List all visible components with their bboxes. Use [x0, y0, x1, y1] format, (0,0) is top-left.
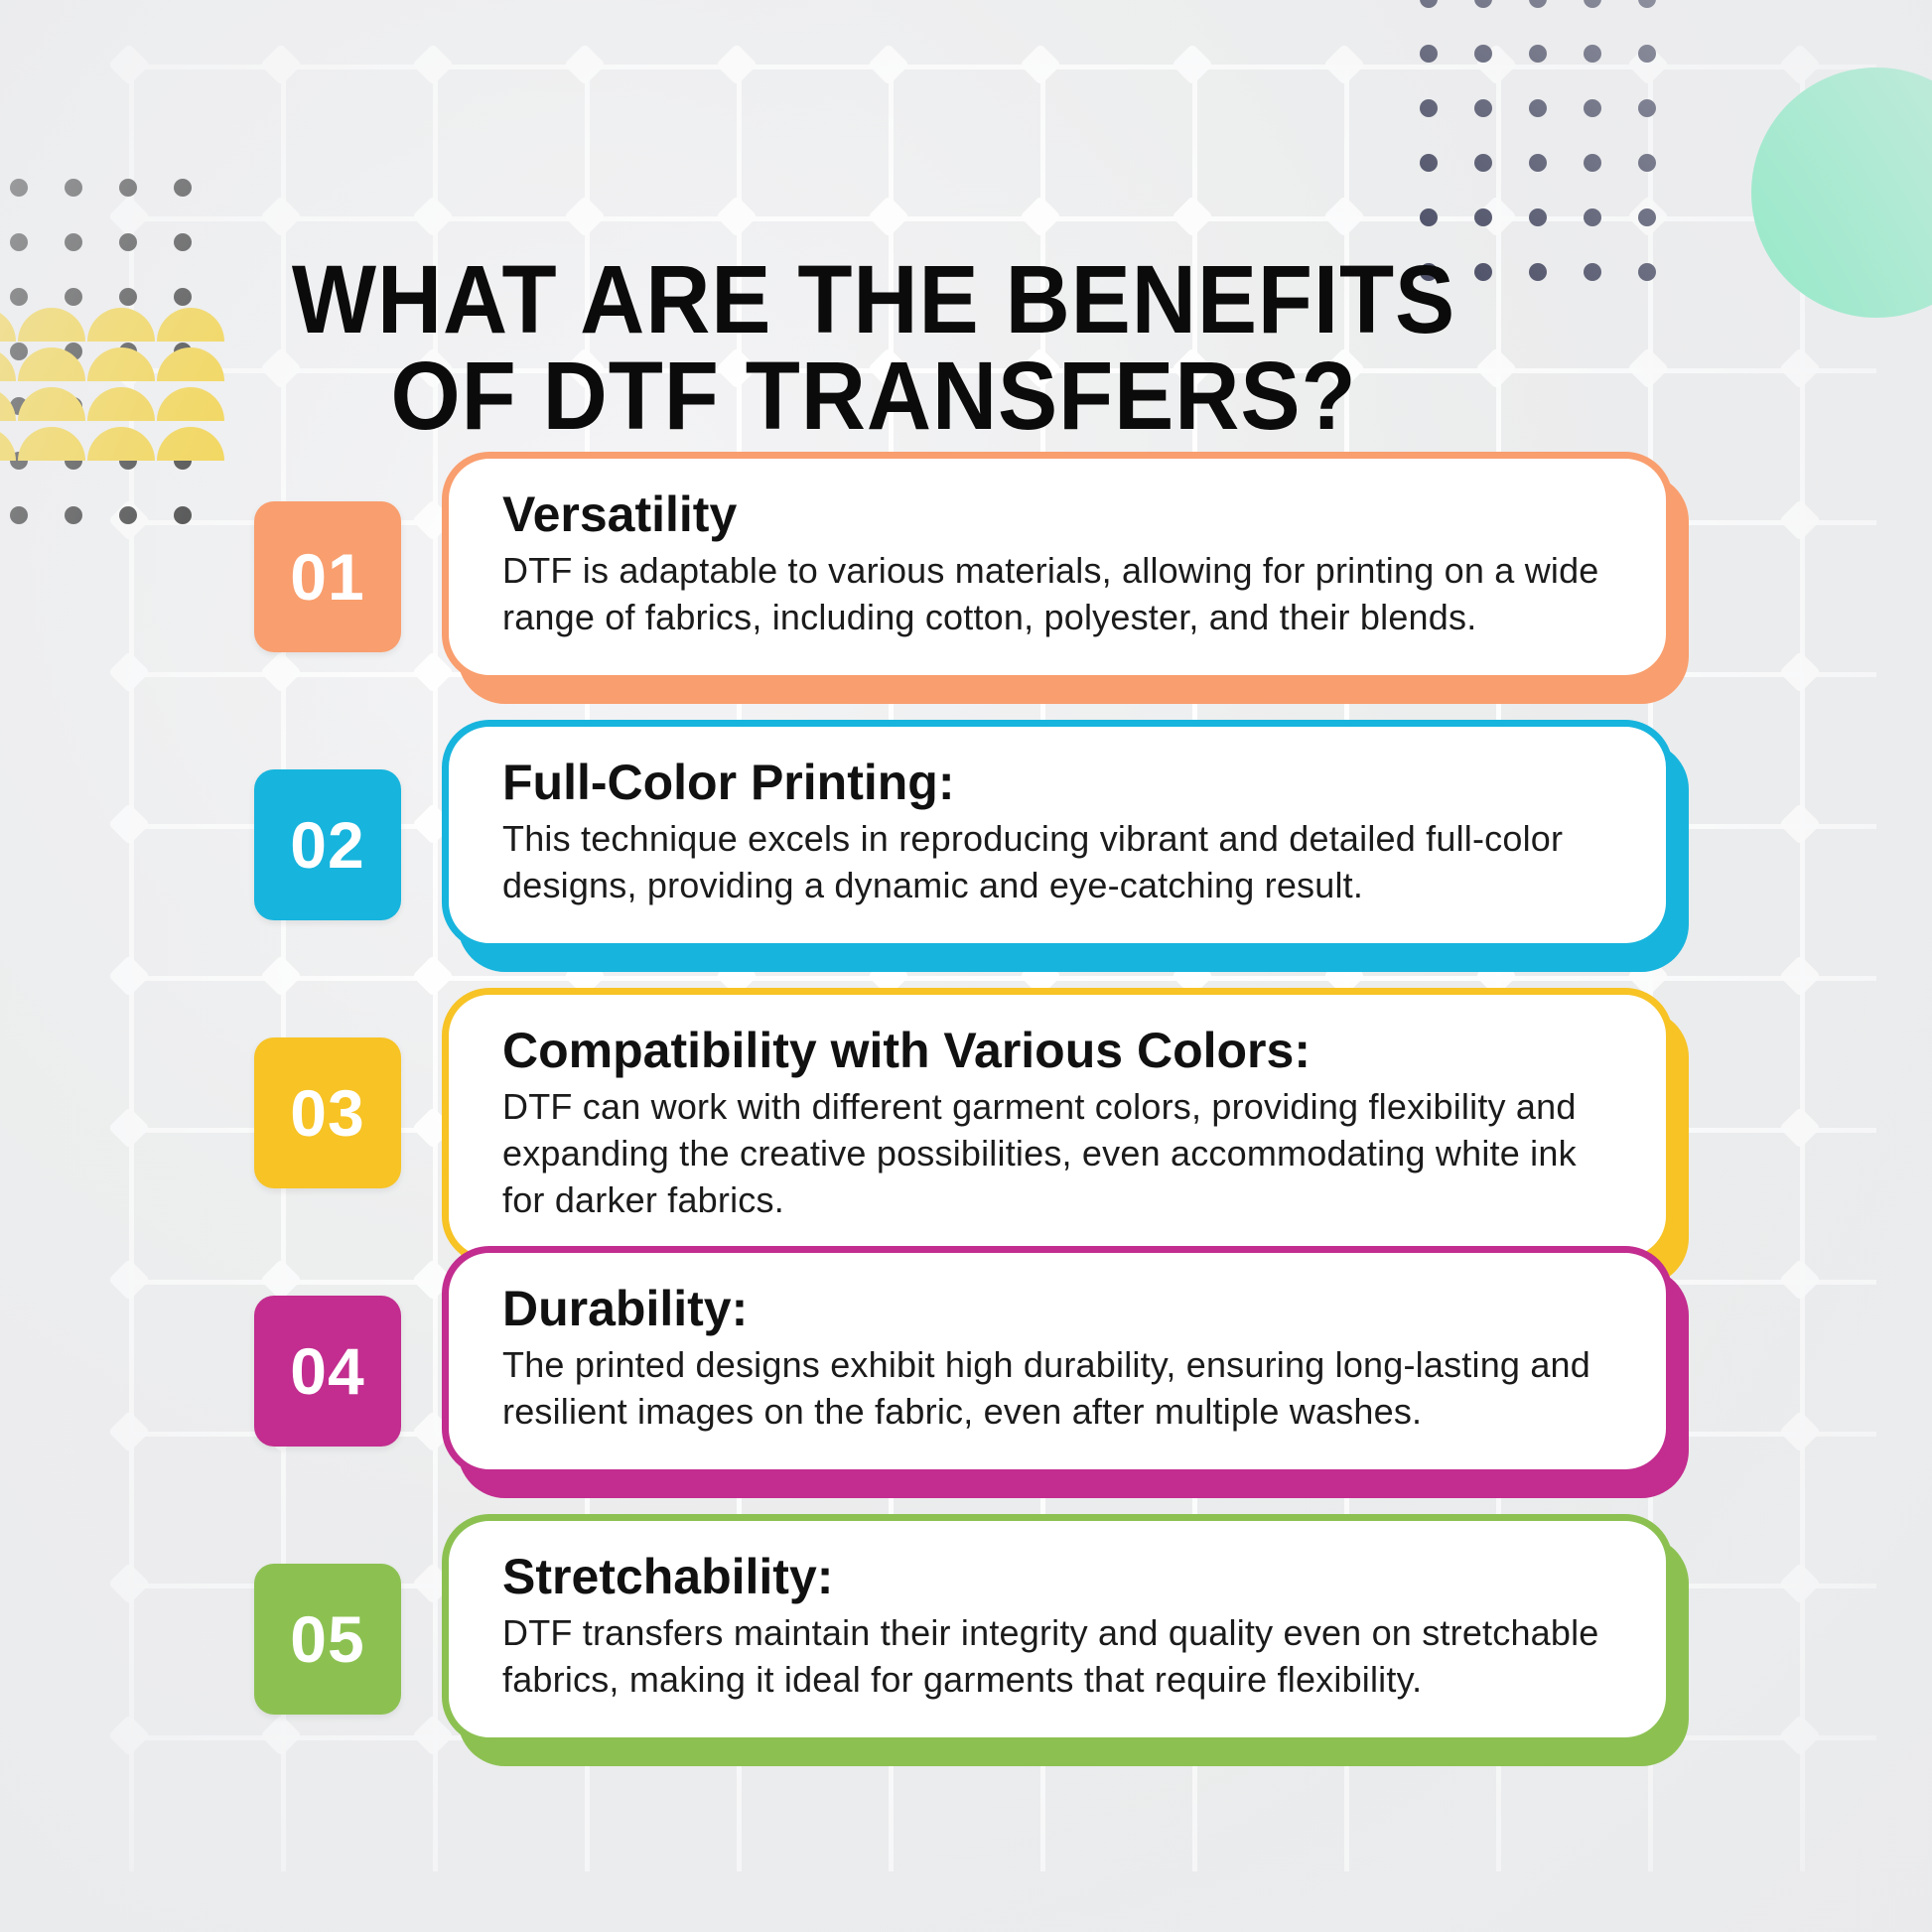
page-title: WHAT ARE THE BENEFITS OF DTF TRANSFERS? [291, 244, 1456, 450]
benefit-card: Durability: The printed designs exhibit h… [442, 1246, 1673, 1476]
benefit-body: DTF can work with different garment colo… [502, 1086, 1577, 1220]
benefit-card-wrapper: Durability: The printed designs exhibit h… [442, 1246, 1689, 1498]
benefit-title: Stretchability: [502, 1549, 834, 1604]
benefit-title: Durability: [502, 1281, 749, 1336]
benefit-card: Compatibility with Various Colors: DTF ca… [442, 988, 1673, 1265]
benefit-card: Full-Color Printing: This technique excel… [442, 720, 1673, 950]
benefit-title: Versatility [502, 486, 738, 542]
benefit-card: Stretchability: DTF transfers maintain th… [442, 1514, 1673, 1744]
benefit-number-badge: 02 [254, 769, 401, 920]
benefit-body: DTF is adaptable to various materials, a… [502, 550, 1599, 637]
benefit-number-badge: 05 [254, 1564, 401, 1715]
benefit-card-wrapper: Versatility DTF is adaptable to various m… [442, 452, 1689, 704]
benefit-number-badge: 01 [254, 501, 401, 652]
benefit-card: Versatility DTF is adaptable to various m… [442, 452, 1673, 682]
benefit-number-badge: 04 [254, 1296, 401, 1447]
benefit-card-wrapper: Stretchability: DTF transfers maintain th… [442, 1514, 1689, 1766]
benefit-card-wrapper: Compatibility with Various Colors: DTF ca… [442, 988, 1689, 1287]
benefit-body: DTF transfers maintain their integrity a… [502, 1612, 1599, 1700]
benefit-title: Compatibility with Various Colors: [502, 1023, 1311, 1078]
benefit-body: The printed designs exhibit high durabil… [502, 1344, 1591, 1432]
benefit-title: Full-Color Printing: [502, 755, 955, 810]
benefit-body: This technique excels in reproducing vib… [502, 818, 1564, 905]
benefit-number-badge: 03 [254, 1037, 401, 1188]
benefit-card-wrapper: Full-Color Printing: This technique excel… [442, 720, 1689, 972]
